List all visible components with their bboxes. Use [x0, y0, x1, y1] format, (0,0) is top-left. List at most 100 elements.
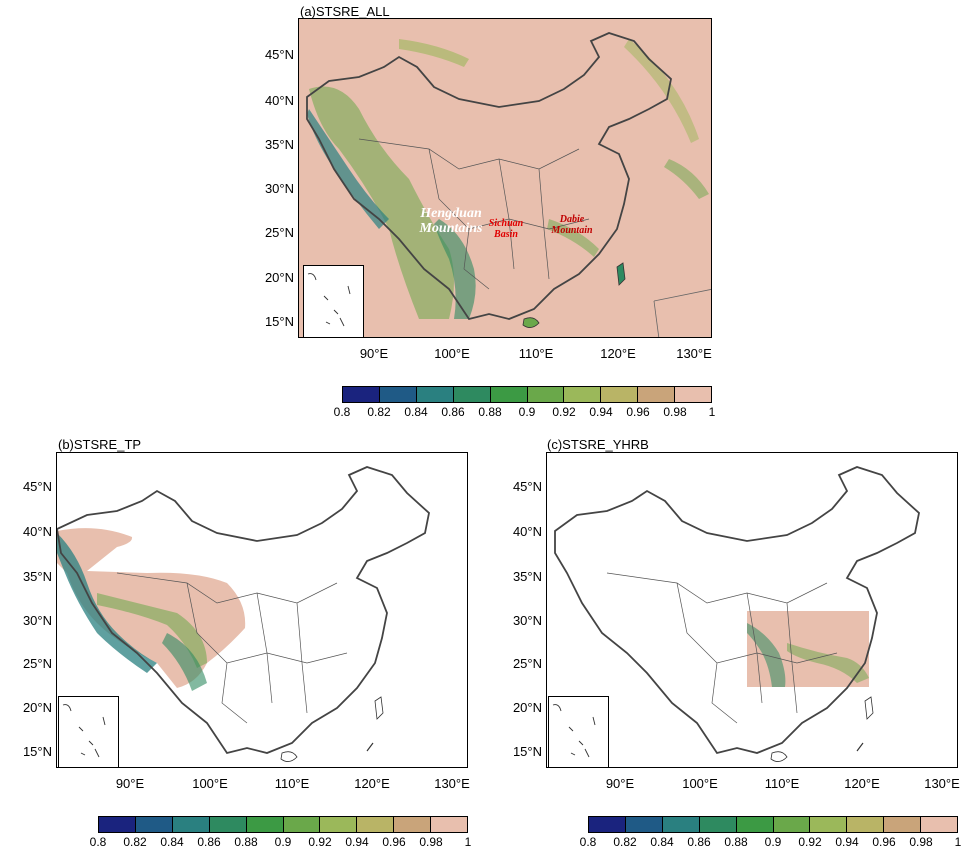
map-a-hengduan-texture [434, 219, 476, 319]
map-b [56, 452, 468, 768]
map-c-lat-label: 20°N [512, 700, 542, 715]
colorbar-swatch [246, 817, 284, 832]
colorbar-swatch [589, 817, 626, 832]
map-a-boundary-line-2 [653, 300, 660, 337]
colorbar-tick-label: 0.94 [589, 405, 613, 419]
colorbar-swatch [564, 387, 602, 402]
map-b-lat-label: 40°N [22, 524, 52, 539]
map-a-lon-label: 130°E [676, 346, 712, 361]
map-c-island-dash [856, 742, 864, 752]
map-c-svg [554, 466, 920, 762]
colorbar-swatch [490, 387, 528, 402]
panel-b-title: (b)STSRE_TP [58, 437, 142, 452]
map-c-province-lines [606, 572, 838, 724]
map-c-lon-label: 100°E [682, 776, 718, 791]
map-c-yhrb-texture-east [787, 643, 869, 683]
colorbar-tick-label: 0.96 [872, 835, 896, 849]
colorbar-swatch [736, 817, 774, 832]
map-a-lat-label: 35°N [264, 137, 294, 152]
map-c-lat-label: 35°N [512, 569, 542, 584]
map-a-taiwan [616, 262, 626, 286]
colorbar-tick-label: 1 [464, 835, 472, 849]
colorbar-tick-label: 0.88 [478, 405, 502, 419]
colorbar-swatch [662, 817, 700, 832]
map-a-svg [299, 19, 711, 337]
map-b-island-dash [366, 742, 374, 752]
colorbar-tick-label: 0.92 [552, 405, 576, 419]
colorbar-tick-label: 0.9 [764, 835, 782, 849]
label-hengduan-mountains: Hengduan Mountains [419, 206, 483, 236]
colorbar-swatch [343, 387, 380, 402]
colorbar-swatch [379, 387, 417, 402]
map-a-boundary-line [653, 288, 711, 302]
map-c [546, 452, 958, 768]
map-b-lat-label: 25°N [22, 656, 52, 671]
label-sichuan-basin: Sichuan Basin [488, 218, 524, 240]
colorbar-swatch [810, 817, 848, 832]
colorbar-tick-label: 0.86 [197, 835, 221, 849]
colorbar-a [342, 386, 712, 403]
map-a-east-texture [664, 159, 709, 199]
colorbar-tick-label: 1 [708, 405, 716, 419]
map-c-taiwan [864, 696, 874, 720]
map-c-lon-label: 130°E [924, 776, 960, 791]
map-a-south-texture [547, 219, 599, 257]
map-b-lon-label: 100°E [192, 776, 228, 791]
map-b-china-border [57, 466, 430, 755]
map-b-lat-label: 35°N [22, 569, 52, 584]
colorbar-tick-label: 0.8 [89, 835, 107, 849]
colorbar-swatch [283, 817, 321, 832]
map-c-china-border [554, 466, 920, 755]
map-b-province-lines [116, 572, 348, 724]
map-b-lon-label: 130°E [434, 776, 470, 791]
colorbar-swatch [209, 817, 247, 832]
colorbar-swatch [675, 387, 712, 402]
colorbar-swatch [638, 387, 676, 402]
map-c-lon-label: 90°E [605, 776, 635, 791]
colorbar-tick-label: 0.84 [160, 835, 184, 849]
map-a-province-lines [358, 138, 590, 290]
colorbar-swatch [320, 817, 358, 832]
colorbar-tick-label: 0.86 [441, 405, 465, 419]
colorbar-swatch [357, 817, 395, 832]
colorbar-tick-label: 0.84 [404, 405, 428, 419]
colorbar-swatch [921, 817, 958, 832]
map-b-lat-label: 45°N [22, 479, 52, 494]
map-a-north-texture [399, 39, 469, 67]
colorbar-swatch [773, 817, 811, 832]
map-c-lon-label: 110°E [764, 776, 800, 791]
colorbar-swatch [847, 817, 885, 832]
map-c-lat-label: 15°N [512, 744, 542, 759]
colorbar-tick-label: 0.9 [274, 835, 292, 849]
colorbar-swatch [625, 817, 663, 832]
colorbar-tick-label: 0.86 [687, 835, 711, 849]
map-a-inset [303, 265, 364, 338]
colorbar-tick-label: 0.88 [724, 835, 748, 849]
colorbar-swatch [99, 817, 136, 832]
map-a-lat-label: 30°N [264, 181, 294, 196]
map-a-hainan [522, 317, 540, 328]
map-a-lon-label: 110°E [518, 346, 554, 361]
colorbar-tick-label: 0.82 [613, 835, 637, 849]
colorbar-swatch [884, 817, 922, 832]
colorbar-tick-label: 0.88 [234, 835, 258, 849]
colorbar-swatch [699, 817, 737, 832]
map-b-lat-label: 20°N [22, 700, 52, 715]
map-b-taiwan [374, 696, 384, 720]
colorbar-tick-label: 0.84 [650, 835, 674, 849]
colorbar-tick-label: 0.98 [663, 405, 687, 419]
map-c-lat-label: 40°N [512, 524, 542, 539]
colorbar-tick-label: 1 [954, 835, 962, 849]
map-c-lat-label: 25°N [512, 656, 542, 671]
map-a-lat-label: 15°N [264, 314, 294, 329]
colorbar-tick-label: 0.82 [367, 405, 391, 419]
colorbar-tick-label: 0.96 [382, 835, 406, 849]
map-c-lon-label: 120°E [844, 776, 880, 791]
map-a-tp-dark-edge [307, 109, 389, 229]
colorbar-c [588, 816, 958, 833]
colorbar-tick-label: 0.8 [579, 835, 597, 849]
colorbar-b [98, 816, 468, 833]
colorbar-swatch [416, 387, 454, 402]
map-b-lat-label: 30°N [22, 613, 52, 628]
map-a-lon-label: 120°E [600, 346, 636, 361]
